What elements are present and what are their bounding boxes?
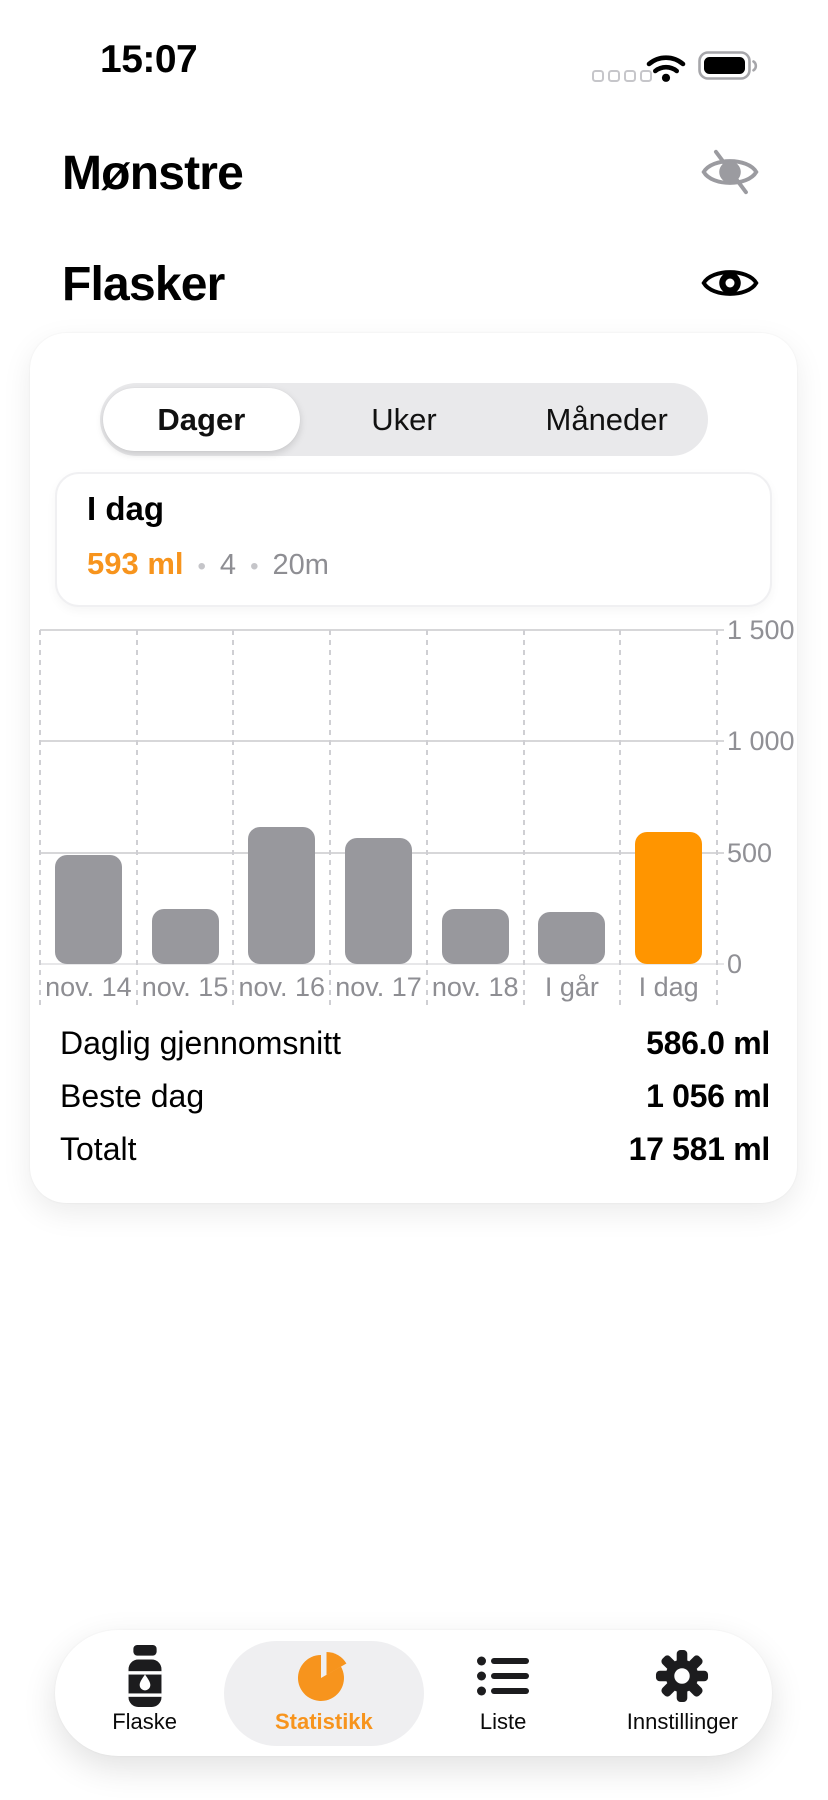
segment-uker[interactable]: Uker [306, 388, 503, 451]
gridline [40, 740, 724, 743]
eye-slash-icon [700, 149, 760, 198]
tab-statistikk[interactable]: Statistikk [224, 1630, 424, 1756]
tab-label: Flaske [112, 1709, 178, 1734]
segment-label: Uker [371, 401, 437, 437]
patterns-header-row: Mønstre [62, 134, 762, 212]
stat-row-daglig-gjennomsnitt: Daglig gjennomsnitt 586.0 ml [60, 1017, 770, 1070]
statistics-card: Dager Uker Måneder I dag 593 ml • 4 • 20m … [30, 333, 797, 1203]
bottle-icon [120, 1645, 170, 1707]
today-title: I dag [87, 490, 165, 527]
stat-row-beste-dag: Beste dag 1 056 ml [60, 1070, 770, 1123]
y-axis-tick-label: 500 [727, 837, 773, 868]
gridline [40, 963, 724, 965]
y-axis-tick-label: 1 500 [727, 615, 795, 645]
tab-label: Statistikk [274, 1709, 373, 1734]
status-icons [590, 50, 790, 86]
x-axis-label: nov. 16 [238, 972, 326, 1002]
gear-icon [655, 1645, 709, 1707]
patterns-title: Mønstre [62, 146, 244, 200]
y-axis-tick-label: 1 000 [727, 726, 795, 757]
x-axis-label: nov. 17 [335, 972, 422, 1002]
bar-nov-17[interactable] [345, 838, 412, 964]
today-feedings-count: 4 [219, 549, 237, 581]
bottles-header-row: Flasker [62, 246, 762, 322]
x-axis-label: I dag [638, 972, 699, 1002]
today-volume: 593 ml [87, 546, 184, 581]
chart-plot-area: 0 500 1 000 1 500 nov. 14 nov. 15 nov. 16 nov. … [39, 615, 795, 1006]
grid-vline [329, 630, 332, 1006]
stat-label: Daglig gjennomsnitt [60, 1025, 342, 1061]
gridline [40, 629, 724, 631]
tab-innstillinger[interactable]: Innstillinger [593, 1630, 772, 1756]
segment-label: Dager [157, 401, 246, 437]
bar-nov-18[interactable] [441, 909, 509, 964]
wifi-icon [646, 52, 686, 87]
stat-row-totalt: Totalt 17 581 ml [60, 1123, 770, 1176]
grid-vline [522, 630, 525, 1006]
x-axis-label: nov. 14 [45, 972, 132, 1002]
segment-label: Måneder [545, 401, 668, 437]
eye-icon [700, 260, 760, 309]
today-duration: 20m [272, 549, 329, 581]
segment-dager[interactable]: Dager [103, 388, 300, 451]
bar-nov-15[interactable] [151, 909, 219, 964]
stat-label: Beste dag [60, 1078, 205, 1114]
bullet-separator: • [197, 553, 206, 580]
segment-måneder[interactable]: Måneder [508, 388, 705, 451]
grid-vline [39, 630, 41, 1006]
x-axis-label: I går [544, 972, 599, 1002]
bar-i-går[interactable] [538, 912, 606, 964]
grid-vline [425, 630, 428, 1006]
toggle-bottles-visibility-button[interactable] [698, 255, 762, 313]
toggle-patterns-visibility-button[interactable] [698, 144, 762, 202]
today-summary-line: 593 ml • 4 • 20m [87, 546, 329, 582]
x-axis-label: nov. 18 [431, 972, 519, 1002]
today-summary-card[interactable]: I dag 593 ml • 4 • 20m [55, 472, 772, 607]
bar-nov-16[interactable] [248, 827, 316, 964]
y-axis-tick-label: 0 [727, 949, 743, 979]
grid-vline [716, 630, 718, 1006]
stat-value: 586.0 ml [646, 1025, 770, 1061]
stat-value: 1 056 ml [646, 1078, 770, 1114]
bottles-title: Flasker [62, 257, 225, 311]
bar-i-dag[interactable] [635, 832, 703, 964]
cellular-signal-icon [592, 70, 652, 82]
pie-chart-icon [296, 1645, 352, 1707]
stat-value: 17 581 ml [628, 1131, 771, 1167]
grid-vline [619, 630, 622, 1006]
bullet-separator: • [250, 553, 259, 580]
grid-vline [232, 630, 235, 1006]
bar-nov-14[interactable] [54, 855, 122, 964]
tab-liste[interactable]: Liste [414, 1630, 593, 1756]
battery-icon [698, 51, 760, 86]
daily-volume-bar-chart: 0 500 1 000 1 500 nov. 14 nov. 15 nov. 16 nov. … [39, 615, 795, 1006]
period-segmented-control: Dager Uker Måneder [100, 383, 708, 456]
summary-stats: Daglig gjennomsnitt 586.0 ml Beste dag 1 05… [60, 1017, 770, 1176]
tab-label: Innstillinger [626, 1709, 739, 1734]
list-icon [477, 1645, 530, 1707]
tab-flaske[interactable]: Flaske [55, 1630, 234, 1756]
stat-label: Totalt [60, 1131, 137, 1167]
tab-label: Liste [479, 1709, 527, 1734]
status-time: 15:07 [100, 38, 198, 81]
grid-vline [135, 630, 138, 1006]
tab-bar: Flaske Statistikk Liste Innstillinger [55, 1630, 772, 1756]
x-axis-label: nov. 15 [141, 972, 229, 1002]
